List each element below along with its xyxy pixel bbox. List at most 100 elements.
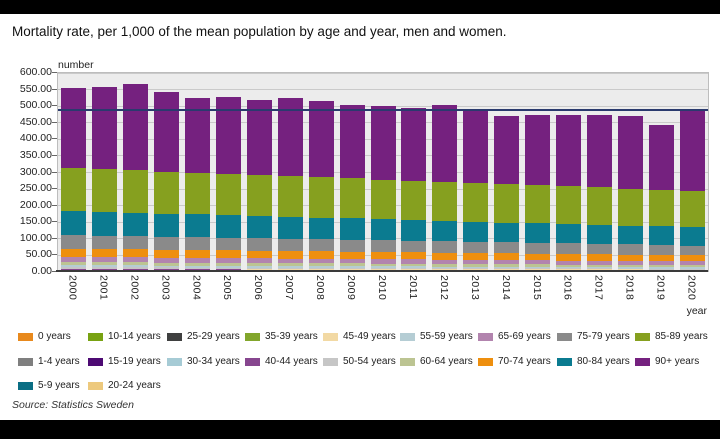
bar-segment xyxy=(215,215,241,238)
legend-label: 85-89 years xyxy=(655,331,708,342)
bar-segment xyxy=(649,255,675,262)
bar-segment xyxy=(680,261,706,266)
bar-segment xyxy=(122,84,148,171)
legend-label: 20-24 years xyxy=(108,380,161,391)
y-tick-label: 0.00 xyxy=(31,265,52,277)
bar-segment xyxy=(339,239,365,252)
bar-segment xyxy=(525,114,551,186)
y-tick-mark xyxy=(52,237,57,239)
bar-segment xyxy=(184,262,210,266)
bar-segment xyxy=(153,257,179,263)
bar-segment xyxy=(525,268,551,270)
bar-segment xyxy=(91,86,117,170)
x-tick-label: 2008 xyxy=(314,275,327,301)
bar-segment xyxy=(618,254,644,261)
bar-segment xyxy=(494,253,520,261)
legend-swatch xyxy=(167,332,182,341)
bar-segment xyxy=(463,241,489,254)
legend-item: 50-54 years xyxy=(323,356,396,367)
bar-segment xyxy=(215,258,241,263)
stacked-bar-2011 xyxy=(401,108,427,272)
bar-segment xyxy=(308,217,334,240)
bar-segment xyxy=(122,212,148,237)
bar-segment xyxy=(649,261,675,265)
bar-segment xyxy=(308,258,334,264)
bar-segment xyxy=(277,216,303,239)
stacked-bar-2014 xyxy=(494,116,520,272)
y-tick-mark xyxy=(52,138,57,140)
x-tick-label: 2019 xyxy=(654,275,667,301)
bar-segment xyxy=(587,254,613,261)
legend-item: 75-79 years xyxy=(557,331,630,342)
bar-segment xyxy=(432,259,458,264)
bar-segment xyxy=(215,250,241,259)
bar-segment xyxy=(153,213,179,237)
bar-segment xyxy=(432,181,458,221)
bar-segment xyxy=(680,265,706,268)
bar-segment xyxy=(525,269,551,270)
bar-segment xyxy=(463,182,489,222)
y-tick-mark xyxy=(52,204,57,206)
legend-item: 5-9 years xyxy=(18,380,80,391)
bar-segment xyxy=(246,250,272,259)
bar-segment xyxy=(618,264,644,268)
bar-segment xyxy=(122,257,148,263)
bar-segment xyxy=(122,268,148,270)
stacked-bar-2005 xyxy=(215,97,241,272)
bar-segment xyxy=(370,252,396,260)
stacked-bar-2015 xyxy=(525,114,551,272)
bar-segment xyxy=(246,267,272,269)
bar-segment xyxy=(525,185,551,224)
x-tick-label: 2012 xyxy=(437,275,450,301)
bar-segment xyxy=(463,259,489,265)
y-tick-label: 200.00 xyxy=(19,198,52,211)
bar-segment xyxy=(587,187,613,225)
bar-segment xyxy=(91,265,117,268)
bar-segment xyxy=(184,172,210,215)
bar-segment xyxy=(339,218,365,240)
bar-segment xyxy=(122,265,148,268)
bar-segment xyxy=(153,92,179,172)
legend-swatch xyxy=(478,357,493,366)
bar-segment xyxy=(680,255,706,262)
x-tick-label: 2017 xyxy=(592,275,605,301)
bar-segment xyxy=(215,237,241,251)
y-tick-mark xyxy=(52,188,57,190)
stacked-bar-2004 xyxy=(184,97,210,272)
x-tick-label: 2007 xyxy=(283,275,296,301)
legend-item: 1-4 years xyxy=(18,356,80,367)
bar-segment xyxy=(370,268,396,270)
legend-label: 55-59 years xyxy=(420,331,473,342)
bar-segment xyxy=(153,262,179,266)
stacked-bar-2012 xyxy=(432,104,458,272)
bar-segment xyxy=(587,264,613,268)
stacked-bar-2007 xyxy=(277,98,303,272)
y-tick-label: 250.00 xyxy=(19,182,52,195)
bar-segment xyxy=(463,221,489,242)
bar-segment xyxy=(649,269,675,271)
bar-segment xyxy=(556,115,582,187)
bar-segment xyxy=(463,266,489,269)
bar-segment xyxy=(60,87,86,169)
legend-label: 25-29 years xyxy=(187,331,240,342)
bar-segment xyxy=(308,263,334,267)
bar-segment xyxy=(618,116,644,189)
bar-segment xyxy=(60,262,86,266)
y-tick-label: 50.00 xyxy=(25,248,52,261)
bar-segment xyxy=(184,257,210,263)
bar-segment xyxy=(184,267,210,269)
bar-segment xyxy=(556,224,582,244)
legend-item: 70-74 years xyxy=(478,356,551,367)
bar-segment xyxy=(525,260,551,265)
bar-segment xyxy=(308,239,334,252)
bar-segment xyxy=(525,223,551,243)
bar-segment xyxy=(91,249,117,258)
bar-segment xyxy=(60,267,86,269)
bar-segment xyxy=(401,259,427,264)
stacked-bar-2001 xyxy=(91,86,117,272)
legend-item: 60-64 years xyxy=(400,356,473,367)
legend-label: 40-44 years xyxy=(265,356,318,367)
y-tick-label: 550.00 xyxy=(19,82,52,95)
bar-segment xyxy=(370,106,396,180)
stacked-bar-2008 xyxy=(308,101,334,272)
